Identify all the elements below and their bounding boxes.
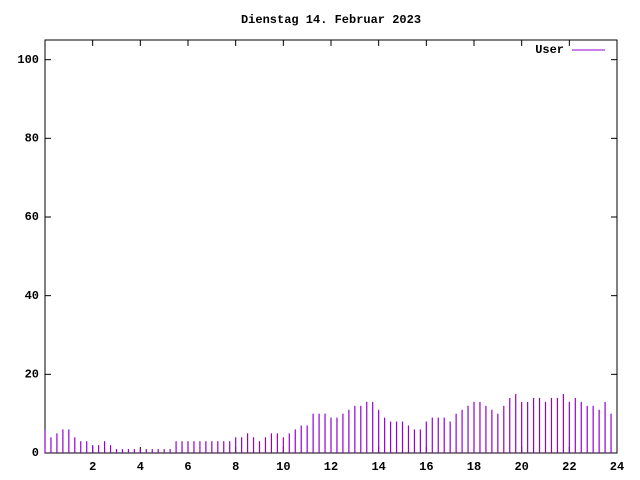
y-tick-label: 40 [25,289,39,303]
x-tick-label: 6 [184,460,191,474]
chart-title: Dienstag 14. Februar 2023 [241,13,421,27]
x-tick-label: 14 [371,460,385,474]
x-tick-label: 24 [610,460,624,474]
x-tick-label: 2 [89,460,96,474]
y-tick-label: 20 [25,368,39,382]
y-tick-label: 60 [25,210,39,224]
x-tick-label: 12 [324,460,338,474]
y-tick-label: 0 [32,446,39,460]
x-tick-label: 20 [514,460,528,474]
x-tick-label: 16 [419,460,433,474]
x-tick-label: 10 [276,460,290,474]
x-tick-label: 22 [562,460,576,474]
x-tick-label: 18 [467,460,481,474]
y-tick-label: 80 [25,132,39,146]
legend-label: User [535,43,564,57]
x-tick-label: 4 [137,460,144,474]
y-tick-label: 100 [17,53,39,67]
x-tick-label: 8 [232,460,239,474]
plot-frame [44,39,618,454]
